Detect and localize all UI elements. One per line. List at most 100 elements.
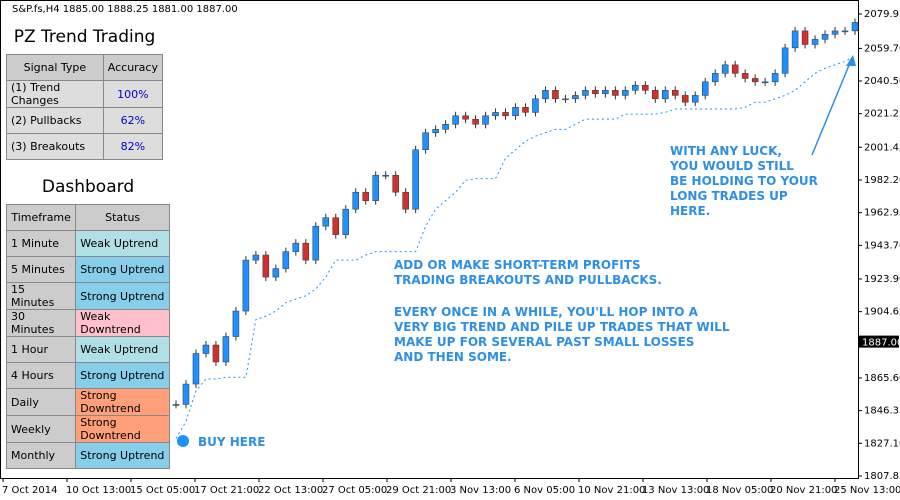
x-tick-label: 29 Oct 21:00 bbox=[386, 485, 451, 496]
candle bbox=[532, 98, 539, 113]
table-cell: Signal Type bbox=[6, 54, 104, 81]
candle bbox=[272, 268, 280, 278]
candle bbox=[682, 95, 689, 103]
candle bbox=[452, 115, 459, 125]
candle bbox=[552, 90, 559, 100]
candle bbox=[721, 64, 729, 74]
candle bbox=[562, 98, 569, 101]
y-tick-label: 1923.90 bbox=[864, 274, 900, 285]
table-cell: 15 Minutes bbox=[5, 282, 77, 310]
timeframe-row: Monthly Strong Uptrend bbox=[5, 442, 170, 469]
y-tick-label: 1827.10 bbox=[864, 438, 900, 449]
dashboard-table: Timeframe Status 1 Minute Weak Uptrend 5 Min… bbox=[5, 204, 170, 469]
candle bbox=[322, 217, 330, 227]
candle bbox=[522, 107, 529, 113]
candle bbox=[212, 344, 220, 363]
table-cell: Weak Uptrend bbox=[75, 230, 170, 257]
header-row: Timeframe Status bbox=[5, 204, 170, 231]
candle bbox=[731, 64, 739, 74]
candle bbox=[172, 404, 180, 406]
y-tick-label: 1807.85 bbox=[864, 471, 900, 482]
candle bbox=[622, 90, 629, 96]
candle bbox=[512, 107, 519, 117]
candle bbox=[751, 78, 759, 83]
candle bbox=[542, 90, 549, 100]
candle bbox=[652, 90, 659, 100]
y-tick-label: 1904.65 bbox=[864, 307, 900, 318]
candle bbox=[472, 118, 479, 125]
candle bbox=[821, 34, 829, 40]
candle bbox=[482, 115, 489, 125]
table-cell: Strong Uptrend bbox=[75, 256, 170, 283]
signal-row: (1) Trend Changes 100% bbox=[6, 80, 164, 108]
candle bbox=[502, 112, 509, 117]
candle bbox=[392, 174, 399, 193]
pz-panel: PZ Trend Trading Signal Type Accuracy (1) … bbox=[6, 20, 164, 160]
candle bbox=[492, 112, 499, 117]
y-tick-label: 1846.35 bbox=[864, 406, 900, 417]
candle bbox=[761, 81, 769, 84]
candle bbox=[432, 129, 439, 134]
candle bbox=[841, 30, 849, 33]
note-trend: EVERY ONCE IN A WHILE, YOU'LL HOP INTO A… bbox=[394, 305, 730, 364]
table-cell: Monthly bbox=[5, 442, 77, 469]
arrow-head bbox=[846, 55, 856, 66]
candle bbox=[691, 95, 699, 103]
x-tick-label: 10 Oct 13:00 bbox=[66, 485, 131, 496]
x-tick-label: 18 Nov 05:00 bbox=[706, 485, 773, 496]
candle bbox=[701, 81, 709, 96]
candle bbox=[602, 90, 609, 94]
y-tick-label: 2059.70 bbox=[864, 43, 900, 54]
candle bbox=[811, 39, 819, 45]
timeframe-row: 4 Hours Strong Uptrend bbox=[5, 362, 170, 389]
candle bbox=[592, 90, 599, 94]
table-cell: Accuracy bbox=[102, 54, 164, 81]
candle bbox=[292, 242, 300, 252]
y-tick-label: 2040.50 bbox=[864, 76, 900, 87]
candle bbox=[362, 191, 369, 201]
table-cell: Status bbox=[75, 204, 170, 231]
candle bbox=[791, 30, 799, 49]
table-cell: 62% bbox=[102, 107, 164, 134]
x-tick-label: 13 Nov 13:00 bbox=[642, 485, 709, 496]
x-tick-label: 7 Oct 2014 bbox=[2, 485, 57, 496]
timeframe-row: 1 Hour Weak Uptrend bbox=[5, 336, 170, 363]
candle bbox=[222, 336, 230, 363]
candle bbox=[182, 383, 190, 405]
x-tick-label: 6 Nov 05:00 bbox=[514, 485, 575, 496]
timeframe-row: Weekly Strong Downtrend bbox=[5, 415, 170, 443]
table-cell: 1 Hour bbox=[5, 336, 77, 363]
candle bbox=[422, 132, 429, 150]
candle bbox=[202, 344, 210, 354]
last-price-label: 1887.00 bbox=[862, 338, 900, 349]
candle bbox=[572, 95, 579, 100]
y-tick-label: 1962.95 bbox=[864, 208, 900, 219]
candle bbox=[781, 47, 789, 74]
table-cell: 100% bbox=[102, 80, 164, 108]
candle bbox=[242, 259, 250, 312]
x-tick-label: 25 Nov 13:00 bbox=[834, 485, 900, 496]
table-cell: (1) Trend Changes bbox=[6, 80, 104, 108]
header-row: Signal Type Accuracy bbox=[6, 54, 164, 81]
candle bbox=[711, 73, 719, 83]
table-cell: 4 Hours bbox=[5, 362, 77, 389]
candle bbox=[342, 208, 349, 235]
arrow-line bbox=[811, 57, 853, 156]
candle bbox=[192, 353, 200, 385]
note-luck: WITH ANY LUCK, YOU WOULD STILL BE HOLDIN… bbox=[670, 144, 818, 218]
table-cell: 1 Minute bbox=[5, 230, 77, 257]
x-tick-label: 22 Oct 13:00 bbox=[258, 485, 323, 496]
candle bbox=[741, 73, 749, 79]
candle bbox=[372, 174, 379, 201]
candle bbox=[332, 217, 340, 235]
candle bbox=[771, 73, 779, 83]
candle bbox=[402, 191, 409, 210]
table-cell: 82% bbox=[102, 133, 164, 160]
y-tick-label: 1865.60 bbox=[864, 373, 900, 384]
last-price-box bbox=[859, 335, 899, 348]
timeframe-row: 1 Minute Weak Uptrend bbox=[5, 230, 170, 257]
timeframe-row: Daily Strong Downtrend bbox=[5, 388, 170, 416]
pz-title: PZ Trend Trading bbox=[6, 20, 163, 54]
